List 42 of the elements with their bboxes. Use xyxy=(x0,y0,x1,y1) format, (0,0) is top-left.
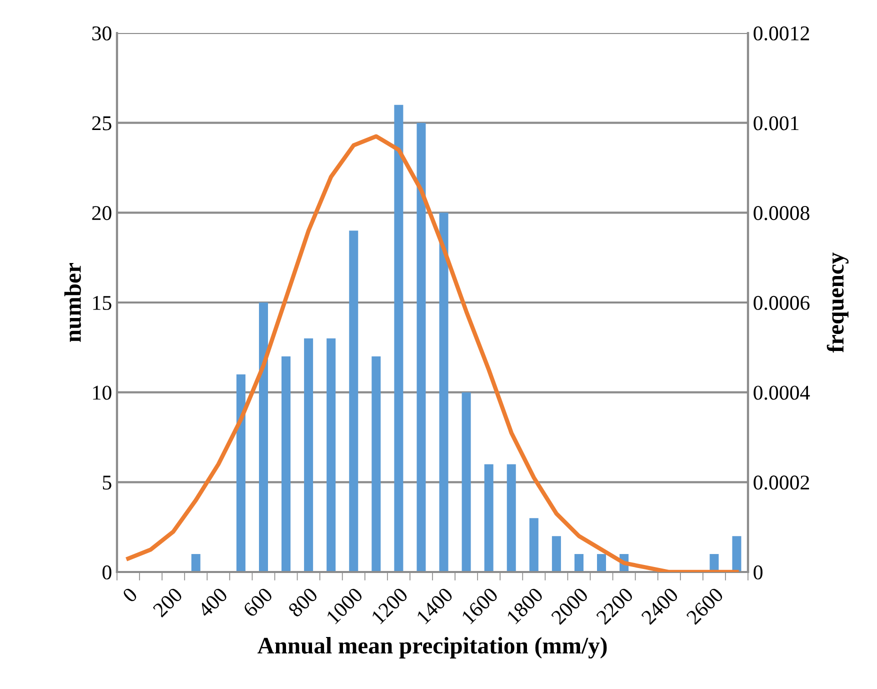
x-tick-label: 200 xyxy=(152,586,184,618)
bar xyxy=(574,554,584,572)
x-tick-label: 600 xyxy=(242,586,274,618)
bar xyxy=(484,464,494,572)
y2-tick-label: 0.0004 xyxy=(754,386,810,400)
y-tick-label: 25 xyxy=(92,116,112,130)
line-series xyxy=(126,134,739,572)
bar xyxy=(439,212,448,572)
bar xyxy=(732,536,742,572)
bar xyxy=(529,518,538,572)
bar xyxy=(506,464,516,572)
bar xyxy=(236,374,246,572)
y-tick-label: 20 xyxy=(92,206,112,220)
y-tick-label: 15 xyxy=(93,296,112,310)
bar xyxy=(597,554,606,572)
x-axis-title: Annual mean precipitation (mm/y) xyxy=(258,637,607,659)
bar xyxy=(191,554,200,572)
bar xyxy=(372,356,381,572)
y2-tick-label: 0.0012 xyxy=(754,26,810,41)
bar xyxy=(462,392,471,572)
y2-tick-label: 0.0008 xyxy=(754,206,810,220)
y-tick-label: 10 xyxy=(93,386,112,400)
bar xyxy=(552,536,561,572)
bar xyxy=(282,356,291,572)
bar xyxy=(416,122,426,572)
bar xyxy=(304,338,314,572)
y-axis-title: number xyxy=(64,262,82,342)
y2-tick-label: 0 xyxy=(754,565,762,580)
x-tick-label: 800 xyxy=(287,586,318,618)
y-tick-label: 0 xyxy=(102,565,112,580)
x-tick-label: 400 xyxy=(197,586,228,618)
y-tick-label: 5 xyxy=(102,476,112,490)
bar xyxy=(349,230,358,572)
y2-tick-label: 0.0002 xyxy=(754,476,810,490)
bar xyxy=(258,302,268,572)
bar xyxy=(326,338,336,572)
x-tick-label: 0 xyxy=(122,586,138,604)
bar xyxy=(394,104,404,572)
y2-tick-label: 0.0006 xyxy=(754,296,810,310)
y-tick-label: 30 xyxy=(92,26,112,40)
y2-axis-title: frequency xyxy=(826,252,849,353)
y2-tick-label: 0.001 xyxy=(754,116,798,130)
